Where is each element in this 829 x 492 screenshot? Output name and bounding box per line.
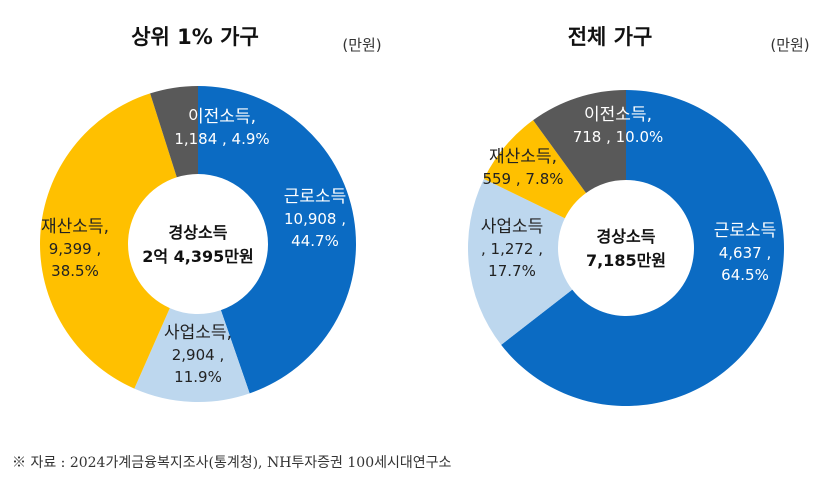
slice-이전소득 (150, 86, 198, 178)
data-label: 재산소득, 559 , 7.8% (482, 147, 563, 188)
slice-재산소득 (40, 93, 177, 389)
slice-사업소득 (468, 178, 573, 345)
center-label: 7,185만원 (586, 251, 666, 270)
center-label: 경상소득 (169, 223, 228, 242)
data-label: 사업소득, 1,272 , 17.7% (481, 217, 544, 280)
donut-chart-1: 상위 1% 가구 (만원) 근로소득 10,908 , 44.7% 사업소득, 2,904 … (40, 25, 382, 402)
slice-사업소득 (134, 308, 250, 402)
center-label: 2억 4,395만원 (142, 247, 253, 266)
slice-이전소득 (533, 90, 626, 193)
data-label: 근로소득 4,637 , 64.5% (714, 221, 777, 284)
source-note: ※ 자료 : 2024가계금융복지조사(통계청), NH투자증권 100세시대연… (12, 455, 452, 471)
center-label: 경상소득 (597, 227, 656, 246)
data-label: 사업소득, 2,904 , 11.9% (164, 323, 232, 386)
chart-title: 전체 가구 (568, 25, 653, 49)
chart-title: 상위 1% 가구 (131, 25, 259, 49)
data-label: 이전소득, 1,184 , 4.9% (174, 107, 269, 148)
donut-chart-2: 전체 가구 (만원) 근로소득 4,637 , 64.5% 사업소득, 1,272 , 17… (468, 25, 810, 406)
slice-재산소득 (483, 120, 587, 219)
unit-label: (만원) (770, 36, 809, 54)
unit-label: (만원) (342, 36, 381, 54)
data-label: 이전소득, 718 , 10.0% (573, 105, 664, 146)
data-label: 재산소득, 9,399 , 38.5% (41, 217, 109, 280)
data-label: 근로소득 10,908 , 44.7% (284, 187, 347, 250)
slice-근로소득 (198, 86, 356, 394)
slice-근로소득 (501, 90, 784, 406)
